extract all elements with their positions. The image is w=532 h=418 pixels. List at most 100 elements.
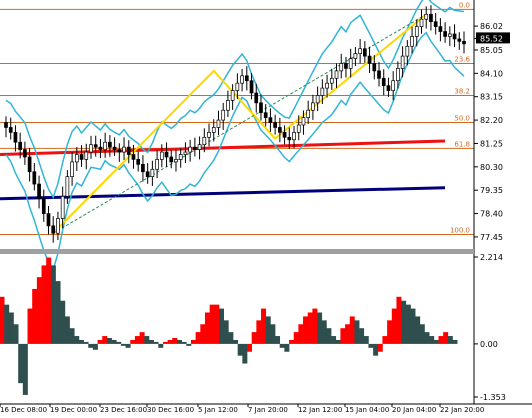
candle-body (226, 100, 230, 111)
fib-level-label: 61.8 (454, 140, 470, 148)
histogram-bar (345, 324, 351, 344)
histogram-bar (429, 336, 435, 344)
price-tick-label: 84.10 (480, 69, 503, 78)
candle-body (145, 171, 150, 178)
histogram-bar (214, 304, 220, 344)
time-tick-label: 20 Jan 04:00 (392, 406, 436, 414)
histogram-bar (405, 304, 411, 344)
histogram-bar (148, 339, 154, 344)
candle-body (211, 127, 216, 133)
histogram-bar (331, 336, 337, 344)
candle-body (320, 87, 325, 96)
histogram-bar (340, 328, 346, 344)
panel-separator (0, 249, 474, 254)
histogram-bar (256, 320, 262, 344)
candle-body (89, 144, 93, 153)
candle-body (65, 176, 70, 197)
candle-body (207, 132, 211, 138)
histogram-bar (247, 343, 253, 352)
candle-body (358, 48, 362, 55)
histogram-bar (0, 296, 5, 344)
candle-body (410, 36, 414, 47)
histogram-bar (359, 328, 365, 344)
price-tick-label: 82.20 (480, 116, 503, 125)
candle-body (46, 213, 51, 227)
candle-body (178, 154, 183, 160)
candle-body (174, 159, 178, 163)
candle-body (150, 168, 155, 178)
candle-body (429, 13, 433, 23)
oscillator-tick-label: 2.214 (480, 253, 503, 262)
time-tick-label: 7 Jan 20:00 (248, 406, 288, 414)
price-tick-label: 79.35 (480, 186, 503, 195)
histogram-bar (4, 304, 10, 344)
candle-body (259, 102, 263, 114)
candle-body (8, 127, 13, 133)
lower-band-line (5, 31, 465, 271)
histogram-bar (55, 281, 61, 344)
histogram-bar (223, 320, 229, 344)
histogram-bar (111, 339, 117, 344)
histogram-bar (167, 339, 173, 344)
histogram-bar (354, 320, 360, 344)
histogram-bar (92, 343, 98, 350)
candle-body (164, 151, 169, 158)
moving-average-line (0, 139, 446, 157)
histogram-bar (410, 308, 416, 344)
candle-body (381, 77, 386, 86)
histogram-bar (200, 324, 206, 344)
candle-body (282, 132, 287, 138)
price-tick-label: 81.25 (480, 139, 503, 148)
candle-body (93, 144, 98, 148)
candle-body (216, 119, 221, 128)
histogram-bar (270, 324, 276, 344)
candle-body (13, 132, 18, 143)
histogram-bar (153, 341, 159, 344)
candle-body (202, 136, 207, 146)
candle-body (414, 26, 419, 37)
histogram-bar (176, 339, 182, 344)
histogram-bar (275, 336, 281, 344)
candle-body (41, 198, 46, 214)
histogram-bar (97, 339, 103, 344)
candle-body (159, 151, 164, 160)
histogram-bar (18, 343, 24, 384)
histogram-bar (130, 339, 136, 344)
candle-body (230, 90, 235, 101)
candle-body (51, 225, 56, 234)
candle-body (37, 183, 41, 200)
candle-body (419, 18, 424, 27)
histogram-bar (298, 324, 304, 344)
candle-body (74, 154, 79, 163)
candle-body (32, 171, 37, 185)
candle-body (334, 70, 339, 79)
histogram-bar (251, 332, 257, 344)
candle-body (169, 156, 174, 163)
candle-body (273, 122, 277, 128)
candle-body (79, 154, 84, 160)
time-tick-label: 16 Dec 08:00 (0, 406, 47, 414)
histogram-bar (349, 316, 355, 344)
price-tick-label: 85.05 (480, 46, 503, 55)
candle-body (344, 63, 348, 69)
candle-body (254, 92, 259, 104)
candle-body (462, 41, 466, 45)
candle-body (4, 122, 8, 128)
histogram-bar (321, 320, 327, 344)
price-panel: 0.0 23.6 38.2 50.0 61.8 100.0 (0, 0, 474, 271)
histogram-bar (8, 312, 14, 344)
time-tick-label: 5 Jan 12:00 (198, 406, 238, 414)
candle-body (70, 161, 74, 178)
histogram-bar (88, 343, 94, 348)
candle-body (197, 144, 202, 150)
histogram-bar (265, 316, 271, 344)
candle-body (103, 141, 108, 150)
candle-body (457, 38, 462, 42)
candle-body (268, 117, 273, 123)
moving-average-line (0, 186, 446, 201)
fib-level-label: 23.6 (454, 56, 470, 64)
histogram-bar (41, 265, 47, 344)
histogram-bar (447, 336, 453, 344)
